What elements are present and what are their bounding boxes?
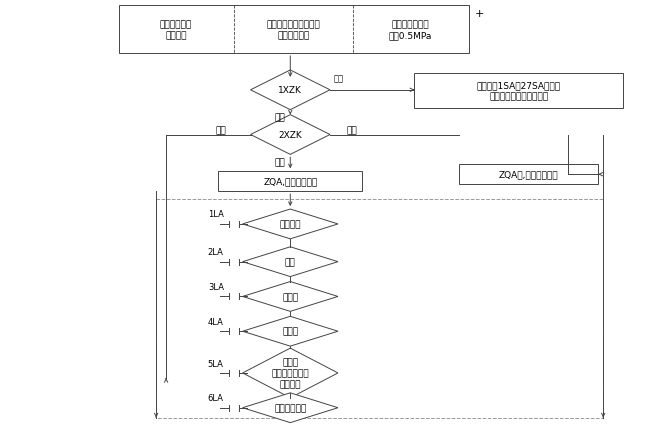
Text: 压滤机各运动
部件复位: 压滤机各运动 部件复位 bbox=[160, 20, 192, 40]
Polygon shape bbox=[243, 348, 338, 398]
Text: 4LA: 4LA bbox=[208, 317, 223, 326]
Text: 清洗: 清洗 bbox=[346, 126, 357, 135]
Text: 压紧滤板: 压紧滤板 bbox=[279, 220, 301, 229]
Text: 3LA: 3LA bbox=[208, 282, 224, 291]
Bar bbox=[414, 74, 623, 109]
Text: 2LA: 2LA bbox=[208, 248, 223, 256]
Text: ZQA合,自动运行启动: ZQA合,自动运行启动 bbox=[499, 170, 559, 179]
Polygon shape bbox=[251, 115, 330, 155]
Text: 进料: 进料 bbox=[285, 258, 296, 267]
Text: 手动: 手动 bbox=[334, 74, 344, 83]
Text: 头板松开放水: 头板松开放水 bbox=[274, 403, 307, 412]
Text: +: + bbox=[474, 9, 483, 19]
Bar bbox=[459, 165, 598, 185]
Polygon shape bbox=[243, 317, 338, 346]
Polygon shape bbox=[243, 210, 338, 239]
Text: 1LA: 1LA bbox=[208, 210, 223, 219]
Polygon shape bbox=[251, 71, 330, 110]
Bar bbox=[218, 172, 362, 192]
Text: 总电源、各设备电源、
控制电源开关: 总电源、各设备电源、 控制电源开关 bbox=[267, 20, 320, 40]
Text: 压榨二: 压榨二 bbox=[282, 327, 299, 336]
Text: 压榨一: 压榨一 bbox=[282, 292, 299, 301]
Text: ZQA,自动运行启动: ZQA,自动运行启动 bbox=[263, 177, 317, 186]
Text: 自动: 自动 bbox=[275, 113, 286, 122]
Text: 压滤机运行压力
达到0.5MPa: 压滤机运行压力 达到0.5MPa bbox=[389, 20, 432, 40]
Text: 2XZK: 2XZK bbox=[279, 131, 302, 140]
Polygon shape bbox=[243, 282, 338, 312]
Bar bbox=[120, 6, 469, 54]
Text: 6LA: 6LA bbox=[208, 393, 224, 402]
Polygon shape bbox=[243, 393, 338, 423]
Text: 正常: 正常 bbox=[275, 158, 286, 167]
Text: 5LA: 5LA bbox=[208, 359, 223, 368]
Text: 顶吹排
余料隔膜放水，
吹风排水: 顶吹排 余料隔膜放水， 吹风排水 bbox=[271, 357, 309, 389]
Text: 分别按下1SA～27SA按钮各
电磁阀通电，电动机运行: 分别按下1SA～27SA按钮各 电磁阀通电，电动机运行 bbox=[477, 81, 561, 101]
Text: 卸料: 卸料 bbox=[215, 126, 226, 135]
Polygon shape bbox=[243, 247, 338, 277]
Bar bbox=[156, 200, 603, 417]
Text: 1XZK: 1XZK bbox=[279, 86, 302, 95]
